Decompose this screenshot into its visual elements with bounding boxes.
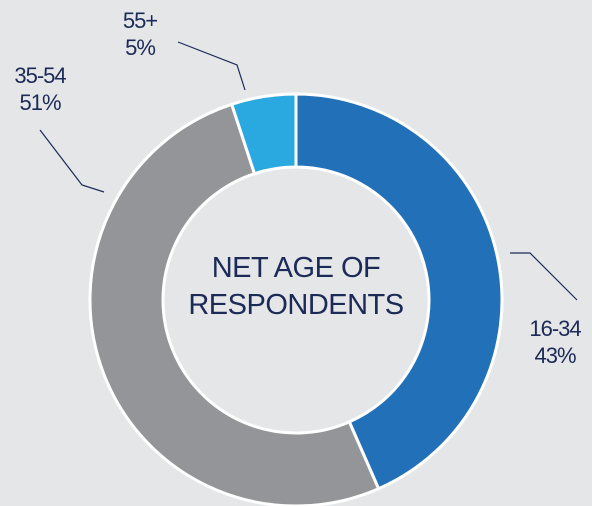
- donut-segment: [294, 92, 504, 491]
- donut-segment: [229, 92, 298, 176]
- leader-line: [177, 41, 246, 91]
- value-label: 51%: [19, 90, 60, 115]
- category-label: 35-54: [14, 63, 66, 88]
- category-label: 55+: [123, 8, 157, 33]
- leader-line: [510, 252, 578, 301]
- category-label: 16-34: [529, 316, 581, 341]
- value-label: 43%: [534, 343, 575, 368]
- leader-line: [39, 129, 105, 193]
- donut-segment: [88, 102, 381, 506]
- chart-title: NET AGE OF RESPONDENTS: [188, 252, 404, 321]
- value-label: 5%: [125, 35, 155, 60]
